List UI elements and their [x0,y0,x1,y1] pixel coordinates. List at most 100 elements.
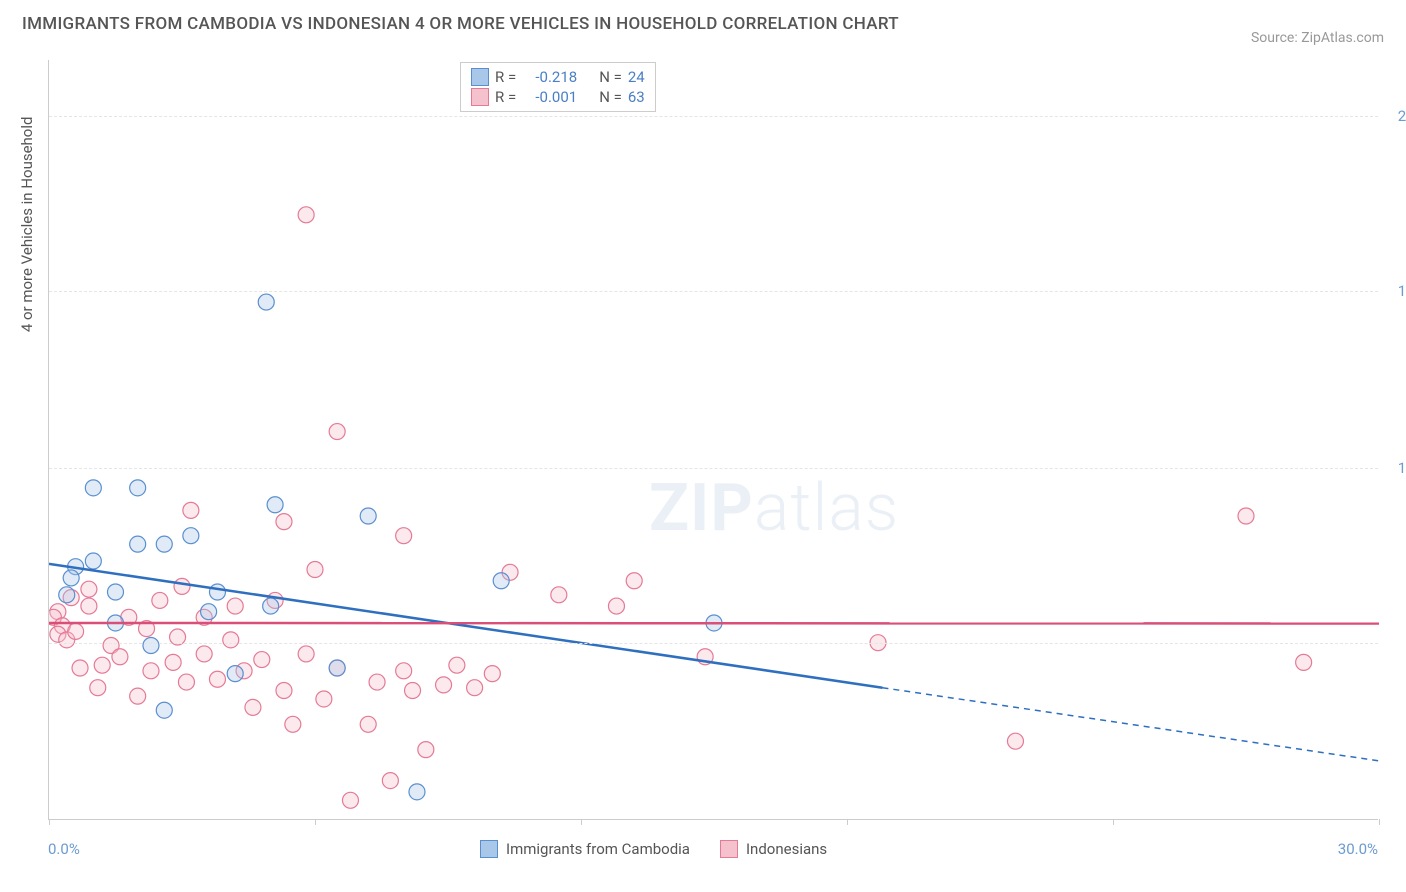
scatter-point [201,604,217,620]
x-axis-max-label: 30.0% [1338,840,1378,858]
y-tick-label: 12.5% [1398,459,1406,477]
scatter-point [245,699,261,715]
legend-label-a: Immigrants from Cambodia [506,840,690,858]
scatter-svg [49,60,1379,820]
scatter-point [108,584,124,600]
trendline-a-dash [882,688,1379,761]
scatter-point [382,773,398,789]
legend-item-b: Indonesians [720,840,827,858]
scatter-point [405,683,421,699]
scatter-point [196,646,212,662]
scatter-point [183,502,199,518]
scatter-point [316,691,332,707]
stats-row-a: R = -0.218 N = 24 [471,67,645,87]
scatter-point [130,480,146,496]
gridline [49,643,1378,644]
scatter-point [360,508,376,524]
scatter-point [85,480,101,496]
x-tick [581,819,582,825]
gridline [49,116,1378,117]
scatter-point [329,424,345,440]
scatter-point [493,573,509,589]
scatter-point [298,646,314,662]
scatter-point [1296,654,1312,670]
scatter-point [59,587,75,603]
scatter-point [360,716,376,732]
r-label-b: R = [495,88,516,106]
scatter-point [178,674,194,690]
scatter-point [130,688,146,704]
scatter-point [183,528,199,544]
scatter-point [484,666,500,682]
x-tick [49,819,50,825]
gridline [49,291,1378,292]
swatch-a-bottom [480,840,498,858]
scatter-point [396,663,412,679]
scatter-point [156,702,172,718]
x-tick [315,819,316,825]
scatter-point [90,680,106,696]
scatter-point [81,581,97,597]
x-tick [1113,819,1114,825]
legend-label-b: Indonesians [746,840,827,858]
y-tick-label: 25.0% [1398,107,1406,125]
swatch-a [471,68,489,86]
plot-area: ZIPatlas 6.3%12.5%18.8%25.0% [48,60,1378,820]
scatter-point [227,598,243,614]
scatter-point [418,742,434,758]
stats-legend: R = -0.218 N = 24 R = -0.001 N = 63 [460,62,656,112]
scatter-point [1007,733,1023,749]
series-legend: Immigrants from Cambodia Indonesians [480,840,827,858]
scatter-point [112,649,128,665]
swatch-b [471,88,489,106]
scatter-point [152,592,168,608]
y-tick-label: 18.8% [1398,282,1406,300]
scatter-point [396,528,412,544]
scatter-point [174,578,190,594]
scatter-point [130,536,146,552]
scatter-point [68,623,84,639]
scatter-point [254,652,270,668]
scatter-point [63,570,79,586]
scatter-point [165,654,181,670]
r-value-b: -0.001 [522,88,577,106]
trendline-b [49,623,1379,624]
scatter-point [156,536,172,552]
scatter-point [436,677,452,693]
source-attribution: Source: ZipAtlas.com [1251,30,1384,46]
legend-item-a: Immigrants from Cambodia [480,840,690,858]
scatter-point [223,632,239,648]
scatter-point [409,784,425,800]
scatter-point [285,716,301,732]
scatter-point [209,671,225,687]
n-value-b: 63 [628,88,645,106]
n-value-a: 24 [628,68,645,86]
scatter-point [298,207,314,223]
scatter-point [467,680,483,696]
gridline [49,468,1378,469]
scatter-point [81,598,97,614]
scatter-point [276,514,292,530]
stats-row-b: R = -0.001 N = 63 [471,87,645,107]
x-axis-min-label: 0.0% [48,840,80,858]
scatter-point [227,666,243,682]
scatter-point [258,294,274,310]
scatter-point [143,663,159,679]
n-label-a: N = [599,68,622,86]
scatter-point [551,587,567,603]
scatter-point [263,598,279,614]
scatter-point [329,660,345,676]
chart-title: IMMIGRANTS FROM CAMBODIA VS INDONESIAN 4… [22,14,899,34]
x-tick [847,819,848,825]
scatter-point [1238,508,1254,524]
scatter-point [608,598,624,614]
r-label-a: R = [495,68,516,86]
scatter-point [307,561,323,577]
scatter-point [626,573,642,589]
scatter-point [94,657,110,673]
y-axis-label: 4 or more Vehicles in Household [18,117,36,333]
scatter-point [276,683,292,699]
scatter-point [449,657,465,673]
scatter-point [85,553,101,569]
x-tick [1379,819,1380,825]
